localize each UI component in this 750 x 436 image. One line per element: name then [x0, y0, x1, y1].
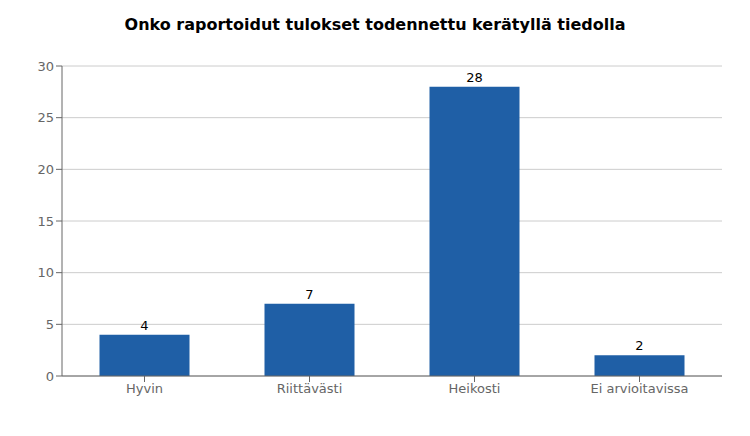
svg-text:0: 0 — [46, 369, 54, 384]
svg-text:5: 5 — [46, 317, 54, 332]
svg-text:15: 15 — [37, 214, 54, 229]
svg-text:10: 10 — [37, 265, 54, 280]
svg-text:25: 25 — [37, 110, 54, 125]
html-text:Onko raportoidut tulokset tode: Onko raportoidut tulokset todennettu ker… — [124, 15, 626, 34]
svg-text:4: 4 — [140, 318, 148, 333]
svg-text:20: 20 — [37, 162, 54, 177]
svg-text:30: 30 — [37, 59, 54, 74]
svg-text:Ei arvioitavissa: Ei arvioitavissa — [590, 381, 688, 396]
svg-text:7: 7 — [305, 287, 313, 302]
svg-text:2: 2 — [635, 338, 643, 353]
svg-text:Hyvin: Hyvin — [126, 381, 163, 396]
svg-text:Heikosti: Heikosti — [449, 381, 501, 396]
svg-text:28: 28 — [466, 70, 483, 85]
svg-text:Riittävästi: Riittävästi — [277, 381, 343, 396]
